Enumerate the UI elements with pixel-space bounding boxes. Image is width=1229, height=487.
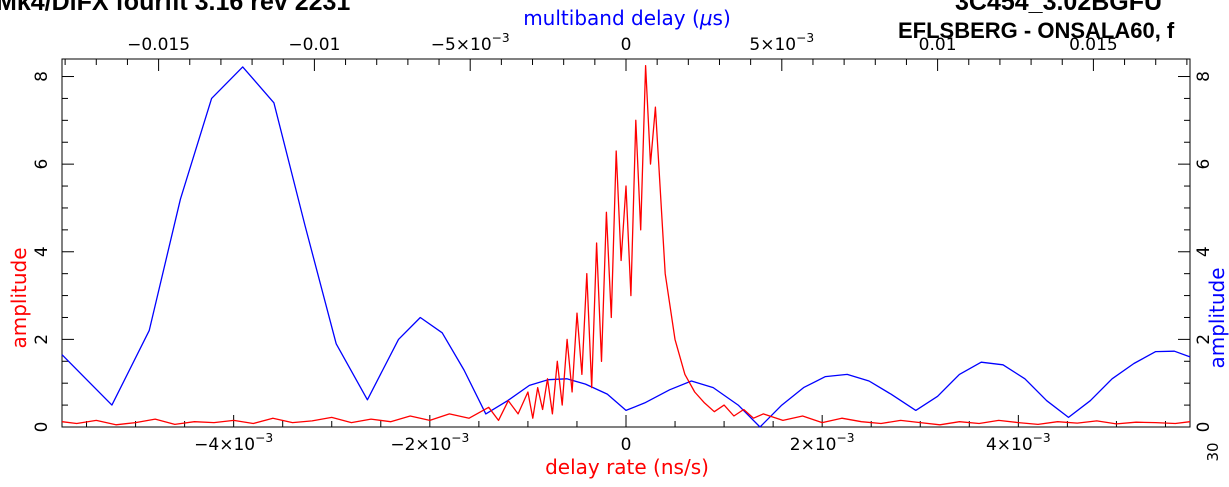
multiband-delay-line (61, 66, 1191, 428)
right-tick-label: 6 (1194, 159, 1214, 170)
axes-frame: −4×10−3 −2×10−3 0 2×10−3 4×10−3 −0.015 −0.01 −5… (32, 31, 1214, 455)
plot-frame (61, 58, 1191, 428)
top-tick-label: 0.01 (919, 35, 957, 55)
left-tick-label: 6 (32, 159, 52, 170)
bottom-tick-label: 0 (621, 435, 632, 455)
top-axis-label: multiband delay (μs) (523, 6, 731, 30)
left-tick-label: 2 (32, 334, 52, 345)
right-axis-label: amplitude (1205, 267, 1229, 368)
right-tick-label: 4 (1194, 246, 1214, 257)
top-tick-label: 0 (621, 35, 632, 55)
top-tick-label: 0.015 (1069, 35, 1118, 55)
top-tick-label: −5×10−3 (431, 31, 510, 55)
title-right-bottom: EFLSBERG - ONSALA60, f (898, 18, 1175, 43)
side-text: 30 (1204, 442, 1222, 461)
delay-rate-line (61, 64, 1191, 426)
top-tick-label: −0.015 (127, 35, 190, 55)
left-axis-label: amplitude (7, 247, 31, 348)
bottom-tick-label: −2×10−3 (390, 431, 469, 455)
bottom-tick-label: 2×10−3 (790, 431, 855, 455)
top-tick-label: −0.01 (288, 35, 340, 55)
left-tick-label: 4 (32, 246, 52, 257)
right-tick-label: 8 (1194, 71, 1214, 82)
left-tick-label: 0 (32, 422, 52, 433)
top-tick-label: 5×10−3 (749, 31, 814, 55)
title-left: Mk4/DiFX fourfit 3.16 rev 2231 (0, 0, 350, 16)
bottom-tick-label: 4×10−3 (986, 431, 1051, 455)
title-right-top: 3C454_3.02BGFU (955, 0, 1162, 16)
bottom-axis-label: delay rate (ns/s) (545, 455, 709, 479)
right-tick-label: 2 (1194, 334, 1214, 345)
right-tick-label: 0 (1194, 422, 1214, 433)
series-layer (61, 64, 1191, 428)
left-tick-label: 8 (32, 71, 52, 82)
bottom-tick-label: −4×10−3 (194, 431, 273, 455)
